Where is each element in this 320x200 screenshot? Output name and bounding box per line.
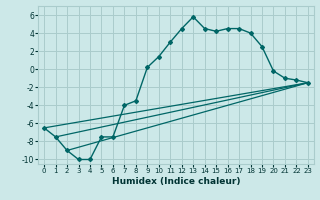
X-axis label: Humidex (Indice chaleur): Humidex (Indice chaleur): [112, 177, 240, 186]
